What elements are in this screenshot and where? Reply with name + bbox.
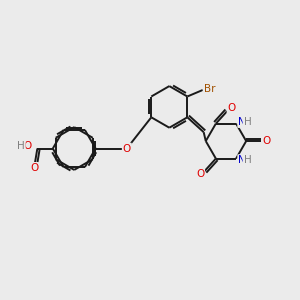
Text: Br: Br: [204, 84, 215, 94]
Text: O: O: [123, 143, 131, 154]
Text: H: H: [244, 155, 251, 165]
Text: N: N: [238, 155, 246, 165]
Text: N: N: [238, 117, 246, 127]
Text: H: H: [17, 141, 25, 152]
Text: O: O: [227, 103, 236, 113]
Text: O: O: [30, 163, 38, 173]
Text: O: O: [24, 141, 32, 152]
Text: O: O: [196, 169, 204, 179]
Text: O: O: [262, 136, 270, 146]
Text: H: H: [244, 117, 251, 127]
